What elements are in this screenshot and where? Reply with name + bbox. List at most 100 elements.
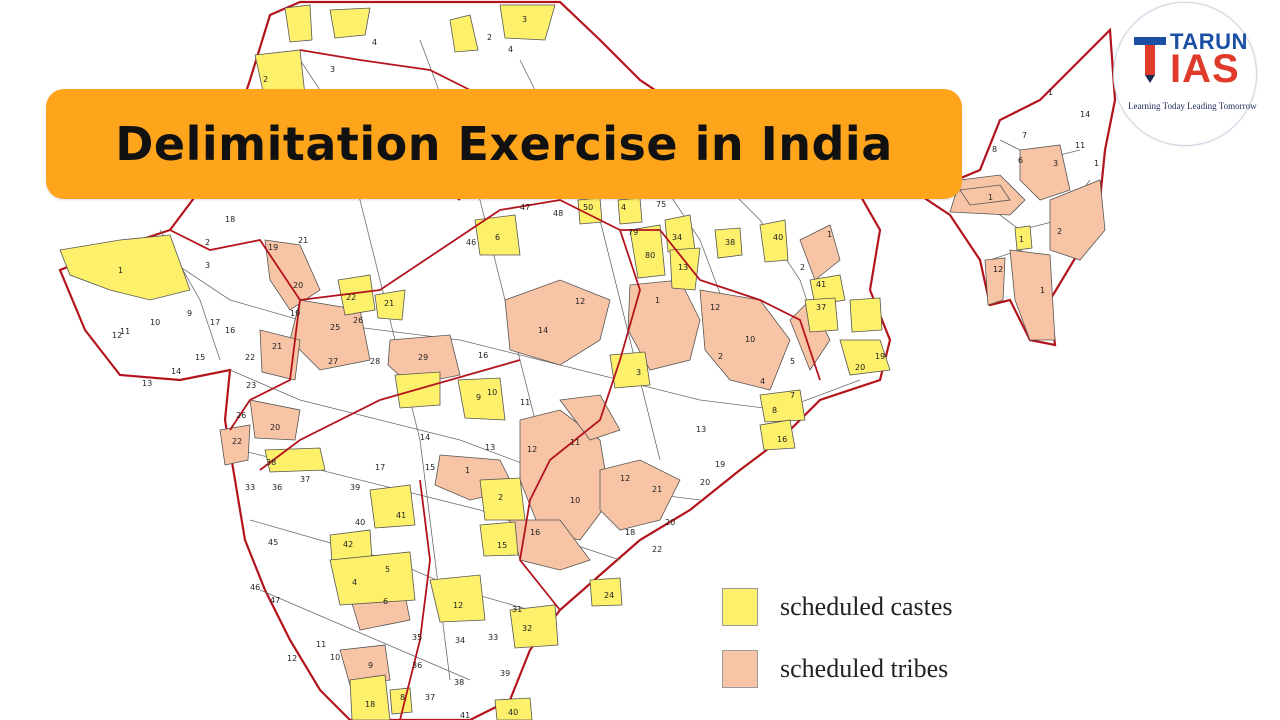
svg-text:19: 19: [268, 243, 278, 252]
svg-text:37: 37: [425, 693, 435, 702]
svg-text:38: 38: [454, 678, 464, 687]
pencil-logo-icon: [1134, 37, 1166, 83]
svg-text:6: 6: [1018, 156, 1023, 165]
svg-text:21: 21: [384, 299, 394, 308]
svg-text:37: 37: [300, 475, 310, 484]
svg-text:41: 41: [460, 711, 470, 720]
svg-text:8: 8: [772, 406, 777, 415]
svg-text:10: 10: [487, 388, 497, 397]
svg-text:41: 41: [816, 280, 826, 289]
legend-item-scheduled-tribes: scheduled tribes: [722, 650, 948, 688]
svg-text:14: 14: [538, 326, 548, 335]
svg-text:3: 3: [205, 261, 210, 270]
svg-text:4: 4: [508, 45, 513, 54]
svg-text:45: 45: [268, 538, 278, 547]
svg-text:36: 36: [412, 661, 422, 670]
svg-text:21: 21: [652, 485, 662, 494]
svg-text:17: 17: [375, 463, 385, 472]
svg-text:80: 80: [645, 251, 655, 260]
svg-text:25: 25: [330, 323, 340, 332]
svg-text:47: 47: [520, 203, 530, 212]
svg-text:40: 40: [773, 233, 783, 242]
svg-text:75: 75: [656, 200, 666, 209]
svg-text:6: 6: [383, 597, 388, 606]
svg-text:33: 33: [245, 483, 255, 492]
svg-text:3: 3: [330, 65, 335, 74]
svg-text:20: 20: [270, 423, 280, 432]
svg-text:13: 13: [696, 425, 706, 434]
scheduled-castes-regions: [59, 4, 1033, 720]
svg-text:1: 1: [988, 193, 993, 202]
svg-text:2: 2: [718, 352, 723, 361]
svg-text:13: 13: [678, 263, 688, 272]
svg-text:38: 38: [266, 458, 276, 467]
svg-text:38: 38: [725, 238, 735, 247]
svg-text:9: 9: [368, 661, 373, 670]
svg-text:16: 16: [225, 326, 235, 335]
svg-text:12: 12: [527, 445, 537, 454]
svg-text:6: 6: [495, 233, 500, 242]
svg-text:5: 5: [790, 357, 795, 366]
map-legend: scheduled castes scheduled tribes: [722, 588, 1042, 698]
svg-text:12: 12: [453, 601, 463, 610]
svg-text:24: 24: [604, 591, 614, 600]
svg-text:1: 1: [1094, 159, 1099, 168]
svg-text:4: 4: [760, 377, 765, 386]
svg-text:1: 1: [1019, 235, 1024, 244]
svg-text:14: 14: [1080, 110, 1090, 119]
svg-text:7: 7: [1022, 131, 1027, 140]
svg-text:11: 11: [316, 640, 326, 649]
svg-text:34: 34: [455, 636, 465, 645]
svg-text:13: 13: [485, 443, 495, 452]
svg-text:1: 1: [1040, 286, 1045, 295]
svg-text:2: 2: [205, 238, 210, 247]
svg-text:22: 22: [346, 293, 356, 302]
logo-tagline: Learning Today Leading Tomorrow: [1128, 101, 1257, 111]
svg-text:48: 48: [553, 209, 563, 218]
svg-text:39: 39: [350, 483, 360, 492]
svg-text:15: 15: [425, 463, 435, 472]
svg-text:12: 12: [710, 303, 720, 312]
svg-text:34: 34: [672, 233, 682, 242]
svg-text:41: 41: [396, 511, 406, 520]
svg-text:10: 10: [330, 653, 340, 662]
legend-item-scheduled-castes: scheduled castes: [722, 588, 953, 626]
svg-text:16: 16: [530, 528, 540, 537]
svg-text:23: 23: [246, 381, 256, 390]
svg-text:50: 50: [583, 203, 593, 212]
svg-text:12: 12: [620, 474, 630, 483]
svg-text:40: 40: [508, 708, 518, 717]
svg-text:12: 12: [287, 654, 297, 663]
svg-text:18: 18: [365, 700, 375, 709]
svg-text:1: 1: [1048, 88, 1053, 97]
svg-text:36: 36: [272, 483, 282, 492]
svg-text:19: 19: [875, 352, 885, 361]
svg-text:20: 20: [293, 281, 303, 290]
svg-text:14: 14: [420, 433, 430, 442]
svg-text:40: 40: [355, 518, 365, 527]
svg-text:33: 33: [488, 633, 498, 642]
svg-text:11: 11: [570, 438, 580, 447]
svg-text:21: 21: [272, 342, 282, 351]
svg-text:18: 18: [225, 215, 235, 224]
svg-text:17: 17: [210, 318, 220, 327]
svg-text:5: 5: [385, 565, 390, 574]
svg-text:27: 27: [328, 357, 338, 366]
svg-text:11: 11: [520, 398, 530, 407]
svg-text:2: 2: [1057, 227, 1062, 236]
svg-text:20: 20: [665, 518, 675, 527]
svg-text:4: 4: [621, 203, 626, 212]
svg-text:37: 37: [816, 303, 826, 312]
svg-text:20: 20: [855, 363, 865, 372]
svg-text:3: 3: [636, 368, 641, 377]
svg-text:9: 9: [187, 309, 192, 318]
tarun-ias-logo: TARUN IAS Learning Today Leading Tomorro…: [1113, 2, 1257, 146]
svg-text:8: 8: [400, 693, 405, 702]
legend-label-scheduled-castes: scheduled castes: [780, 592, 953, 621]
svg-text:12: 12: [993, 265, 1003, 274]
svg-text:4: 4: [372, 38, 377, 47]
svg-text:1: 1: [827, 230, 832, 239]
svg-text:39: 39: [500, 669, 510, 678]
svg-text:1: 1: [655, 296, 660, 305]
